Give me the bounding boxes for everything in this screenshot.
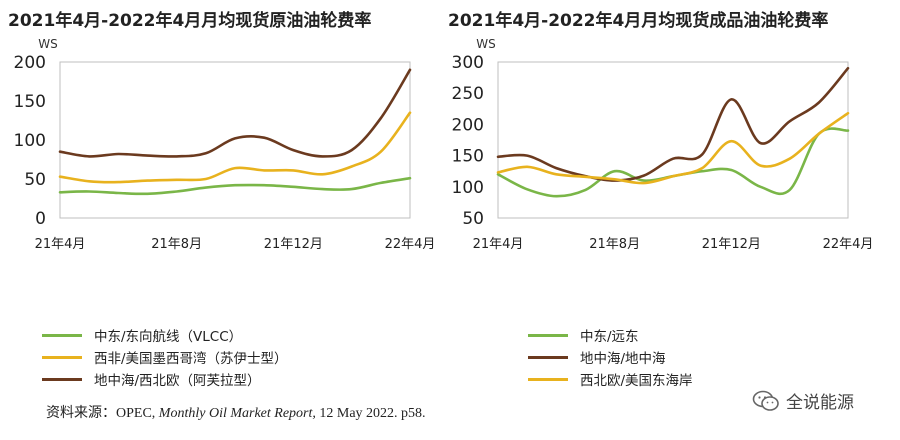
y-tick-label: 50 — [24, 170, 46, 190]
plot-frame — [497, 61, 849, 219]
x-tick-label: 21年8月 — [589, 237, 640, 252]
legend-label: 西北欧/美国东海岸 — [580, 373, 693, 389]
legend-item: 中东/远东 — [528, 324, 693, 346]
series-line — [58, 176, 412, 196]
legend-item: 中东/东向航线（VLCC） — [42, 324, 288, 346]
legend-swatch — [528, 333, 568, 337]
x-tick-label: 22年4月 — [385, 237, 436, 252]
y-tick-label: 0 — [35, 209, 46, 229]
legend-label: 地中海/地中海 — [580, 351, 666, 367]
y-tick-label: 150 — [14, 92, 46, 112]
y-tick-label: 100 — [14, 131, 46, 151]
legend-product: 中东/远东地中海/地中海西北欧/美国东海岸 — [528, 324, 693, 390]
plot-frame — [59, 61, 411, 219]
legend-swatch — [42, 377, 82, 381]
series-line — [58, 111, 412, 184]
series-line — [496, 66, 850, 182]
x-tick-label: 21年12月 — [264, 237, 323, 252]
chart-title: 2021年4月-2022年4月月均现货成品油油轮费率 — [448, 11, 829, 31]
x-tick-label: 21年4月 — [35, 237, 86, 252]
y-tick-label: 300 — [452, 53, 484, 73]
y-axis-label: WS — [476, 37, 495, 51]
charts-canvas: WS 0 50 100 150 200 21年4月 21年8月 21年12月 22年4月 WS 50 1… — [14, 37, 874, 252]
legend-label: 中东/东向航线（VLCC） — [94, 329, 243, 345]
wechat-icon — [752, 390, 779, 411]
watermark: 全说能源 — [752, 388, 854, 413]
source-prefix: 资料来源：OPEC, — [46, 406, 159, 421]
y-tick-label: 150 — [452, 147, 484, 167]
legend-swatch — [42, 333, 82, 337]
y-axis-label: WS — [38, 37, 57, 51]
series-line — [58, 68, 412, 158]
legend-crude: 中东/东向航线（VLCC） 西非/美国墨西哥湾（苏伊士型） 地中海/西北欧（阿芙拉型… — [42, 324, 288, 390]
x-tick-label: 21年8月 — [151, 237, 202, 252]
legend-swatch — [42, 355, 82, 359]
y-tick-label: 200 — [452, 115, 484, 135]
legend-item: 西非/美国墨西哥湾（苏伊士型） — [42, 346, 288, 368]
x-tick-label: 22年4月 — [823, 237, 874, 252]
x-tick-label: 21年12月 — [702, 237, 761, 252]
y-tick-label: 200 — [14, 53, 46, 73]
series-line — [496, 111, 850, 185]
source-report-title: Monthly Oil Market Report, — [158, 406, 316, 421]
legend-swatch — [528, 355, 568, 359]
series-line — [496, 127, 850, 198]
y-tick-label: 250 — [452, 84, 484, 104]
legend-label: 地中海/西北欧（阿芙拉型） — [94, 373, 261, 389]
y-tick-label: 100 — [452, 178, 484, 198]
x-tick-label: 21年4月 — [473, 237, 524, 252]
legend-item: 地中海/西北欧（阿芙拉型） — [42, 368, 288, 390]
watermark-text: 全说能源 — [786, 393, 854, 413]
chart-title: 2021年4月-2022年4月月均现货原油油轮费率 — [8, 11, 372, 31]
legend-item: 地中海/地中海 — [528, 346, 693, 368]
legend-item: 西北欧/美国东海岸 — [528, 368, 693, 390]
legend-swatch — [528, 377, 568, 381]
source-suffix: 12 May 2022. p58. — [315, 406, 426, 421]
legend-label: 西非/美国墨西哥湾（苏伊士型） — [94, 351, 288, 367]
source-note: 资料来源：OPEC, Monthly Oil Market Report, 12… — [46, 402, 426, 422]
legend-label: 中东/远东 — [580, 329, 639, 345]
y-tick-label: 50 — [462, 209, 484, 229]
